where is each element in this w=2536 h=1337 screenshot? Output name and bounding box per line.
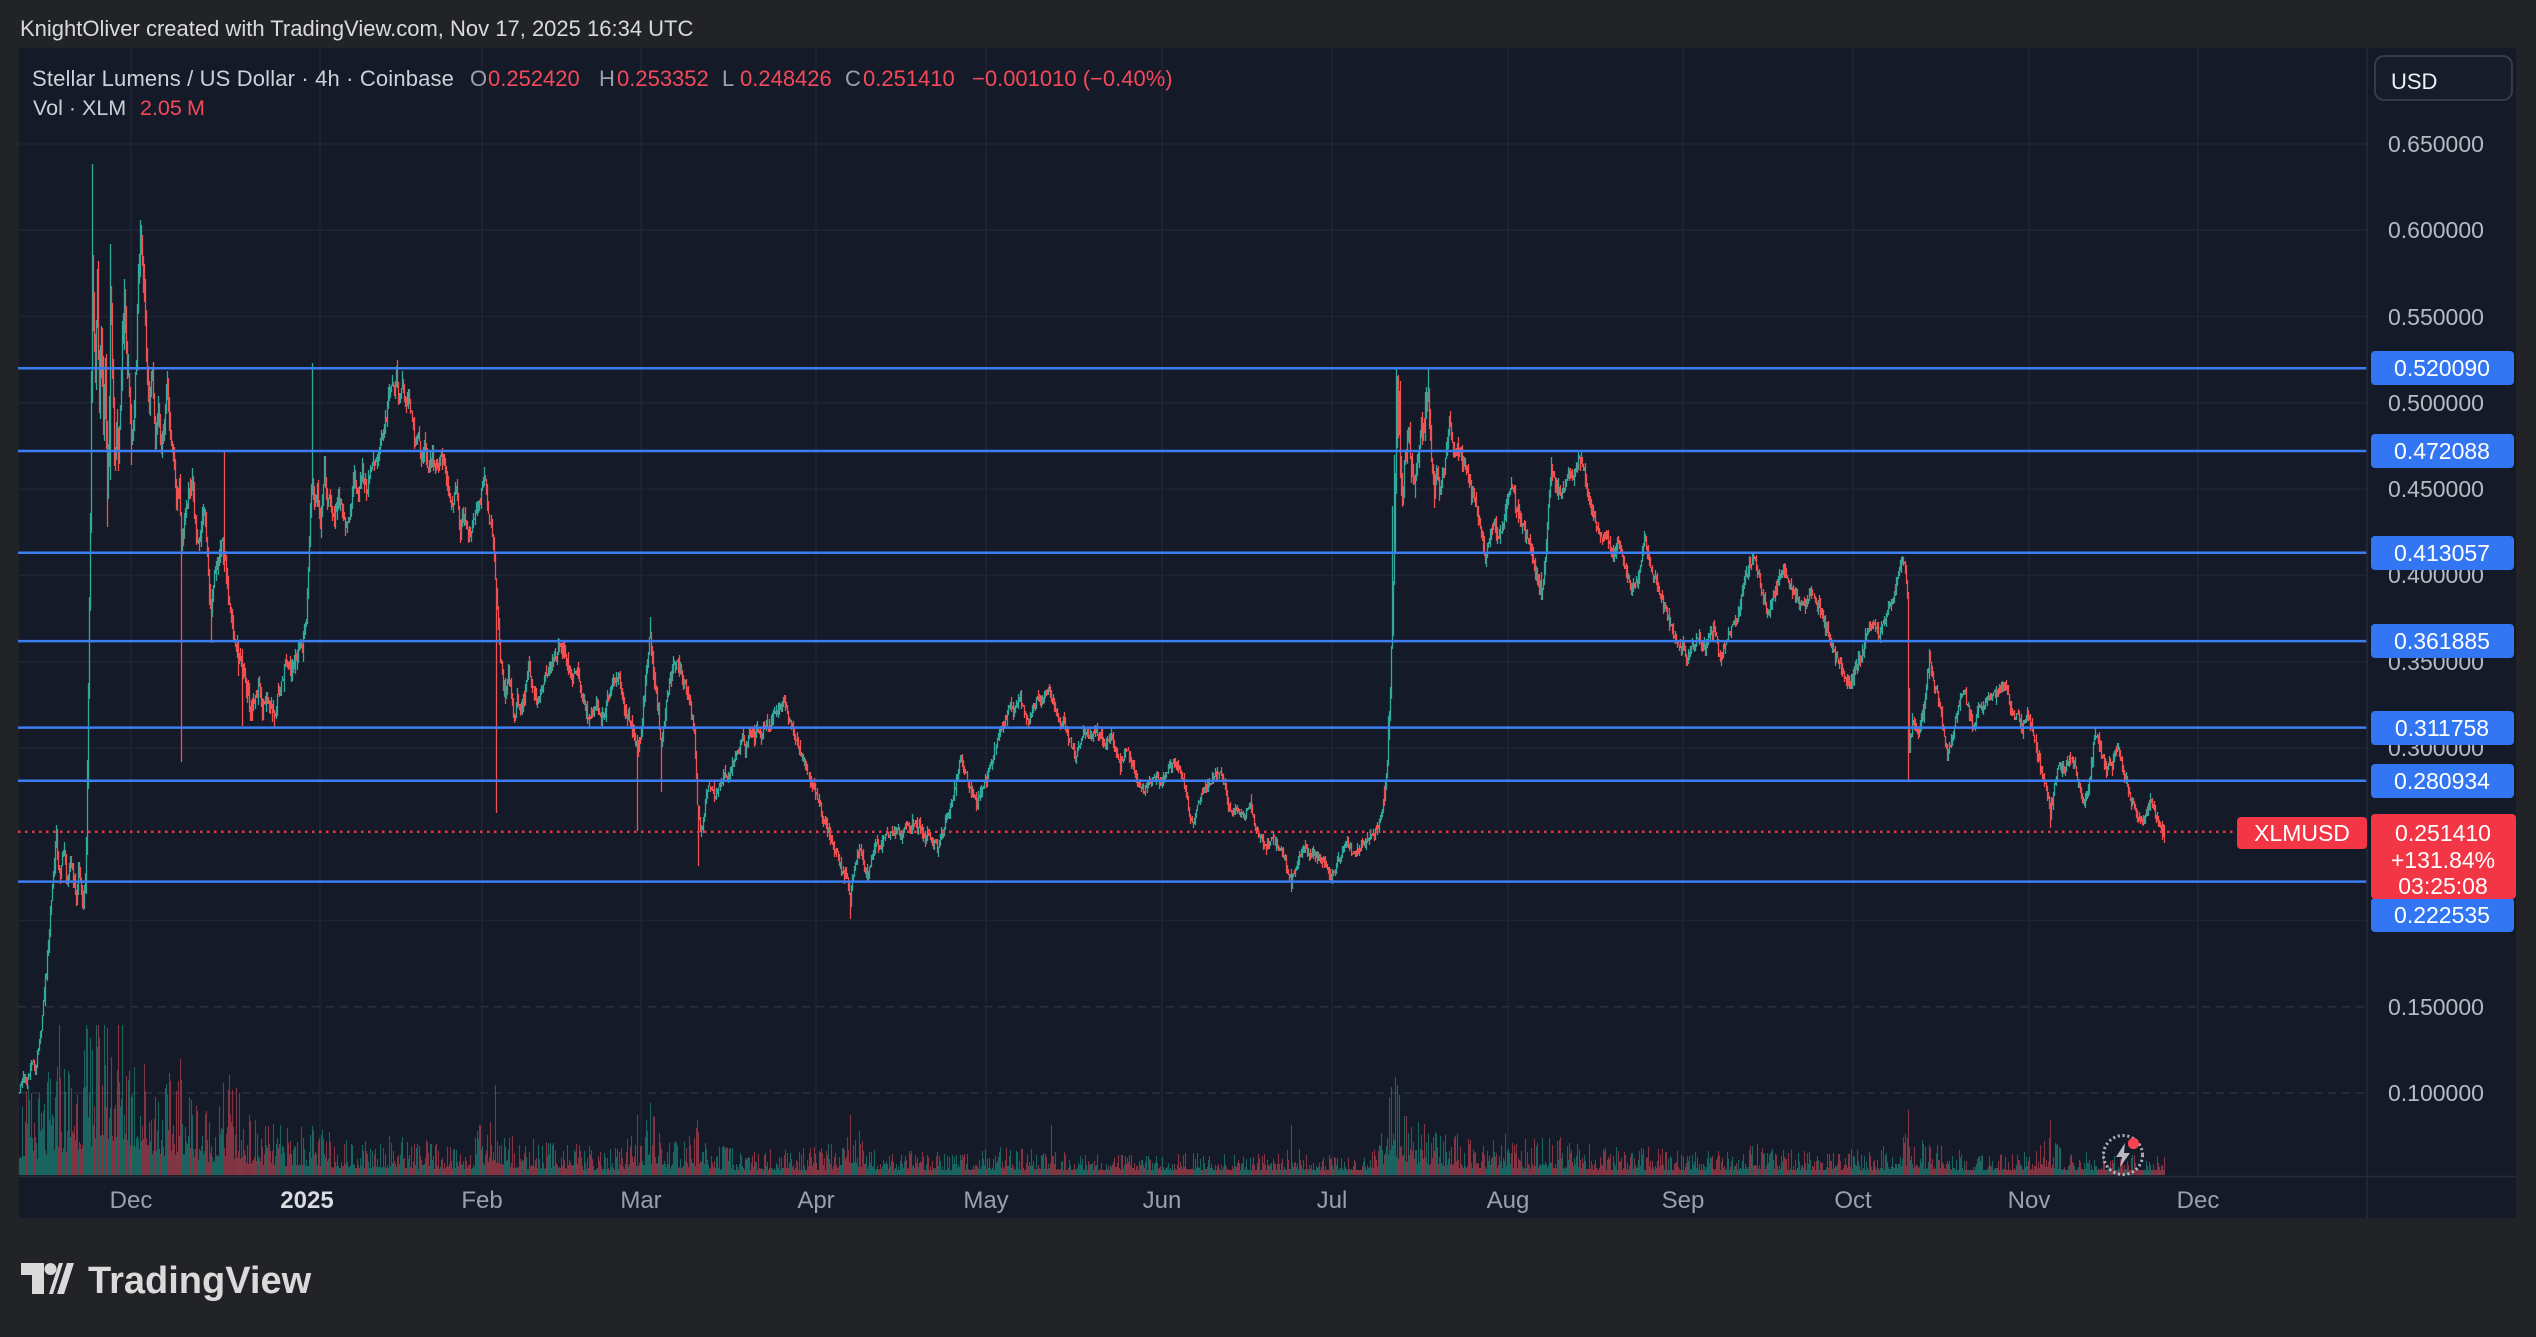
svg-text:H: H bbox=[599, 66, 615, 91]
svg-text:0.253352: 0.253352 bbox=[617, 66, 709, 91]
svg-text:XLMUSD: XLMUSD bbox=[2254, 820, 2350, 846]
svg-text:0.600000: 0.600000 bbox=[2388, 217, 2484, 243]
svg-text:Sep: Sep bbox=[1662, 1187, 1705, 1214]
svg-text:2025: 2025 bbox=[280, 1187, 333, 1214]
svg-text:0.472088: 0.472088 bbox=[2394, 438, 2490, 464]
svg-text:0.550000: 0.550000 bbox=[2388, 304, 2484, 330]
svg-text:Mar: Mar bbox=[620, 1187, 661, 1214]
svg-text:Jun: Jun bbox=[1143, 1187, 1182, 1214]
svg-text:2.05: 2.05 bbox=[140, 96, 182, 120]
svg-text:0.361885: 0.361885 bbox=[2394, 628, 2490, 654]
svg-text:Vol · XLM: Vol · XLM bbox=[33, 96, 126, 120]
svg-text:May: May bbox=[963, 1187, 1008, 1214]
svg-text:Aug: Aug bbox=[1487, 1187, 1530, 1214]
svg-text:0.248426: 0.248426 bbox=[740, 66, 832, 91]
svg-text:0.413057: 0.413057 bbox=[2394, 540, 2490, 566]
svg-text:C: C bbox=[845, 66, 861, 91]
svg-text:+131.84%: +131.84% bbox=[2391, 847, 2495, 873]
svg-text:0.500000: 0.500000 bbox=[2388, 390, 2484, 416]
svg-text:TradingView: TradingView bbox=[88, 1260, 312, 1302]
svg-text:0.252420: 0.252420 bbox=[488, 66, 580, 91]
svg-text:0.100000: 0.100000 bbox=[2388, 1080, 2484, 1106]
svg-text:0.251410: 0.251410 bbox=[2395, 820, 2491, 846]
svg-text:0.650000: 0.650000 bbox=[2388, 131, 2484, 157]
svg-text:0.222535: 0.222535 bbox=[2394, 902, 2490, 928]
svg-text:Dec: Dec bbox=[2177, 1187, 2220, 1214]
svg-text:Apr: Apr bbox=[797, 1187, 834, 1214]
svg-text:Nov: Nov bbox=[2008, 1187, 2051, 1214]
svg-text:0.450000: 0.450000 bbox=[2388, 476, 2484, 502]
svg-text:0.150000: 0.150000 bbox=[2388, 994, 2484, 1020]
svg-text:0.280934: 0.280934 bbox=[2394, 768, 2490, 794]
svg-text:L: L bbox=[722, 66, 734, 91]
svg-text:Dec: Dec bbox=[110, 1187, 153, 1214]
svg-text:03:25:08: 03:25:08 bbox=[2398, 873, 2488, 899]
svg-text:USD: USD bbox=[2391, 69, 2437, 94]
svg-text:KnightOliver created with Trad: KnightOliver created with TradingView.co… bbox=[20, 16, 693, 41]
svg-text:0.251410: 0.251410 bbox=[863, 66, 955, 91]
svg-text:−0.001010 (−0.40%): −0.001010 (−0.40%) bbox=[972, 66, 1173, 91]
svg-text:Oct: Oct bbox=[1834, 1187, 1872, 1214]
svg-text:Jul: Jul bbox=[1317, 1187, 1348, 1214]
svg-text:0.311758: 0.311758 bbox=[2395, 715, 2489, 741]
svg-text:0.520090: 0.520090 bbox=[2394, 355, 2490, 381]
svg-text:Stellar Lumens / US Dollar · 4: Stellar Lumens / US Dollar · 4h · Coinba… bbox=[32, 66, 454, 91]
svg-text:M: M bbox=[187, 96, 205, 120]
svg-text:O: O bbox=[470, 66, 487, 91]
svg-text:Feb: Feb bbox=[461, 1187, 502, 1214]
